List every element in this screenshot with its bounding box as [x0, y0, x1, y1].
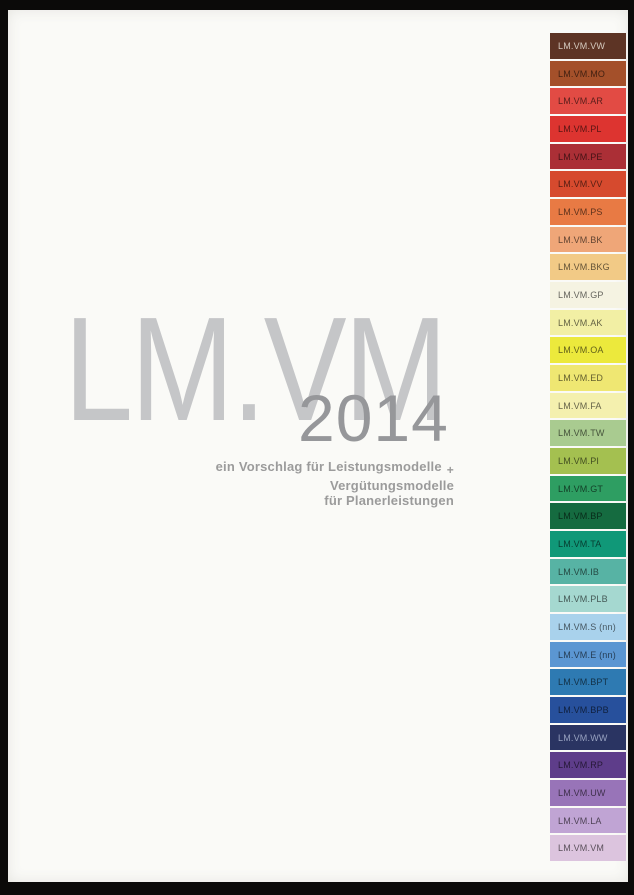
palette-band: LM.VM.PL — [550, 116, 626, 142]
palette-band: LM.VM.OA — [550, 337, 626, 364]
cover-page: LM.VM 2014 ein Vorschlag für Leistungsmo… — [8, 10, 628, 882]
palette-band: LM.VM.TA — [550, 531, 626, 557]
subtitle-line-2: für Planerleistungen — [324, 493, 454, 508]
cover-year: 2014 — [298, 381, 449, 455]
palette-strip: LM.VM.VW LM.VM.MO LM.VM.AR LM.VM.PL LM.VM.PE… — [550, 33, 626, 862]
palette-band: LM.VM.LA — [550, 807, 626, 834]
palette-band: LM.VM.VW — [550, 33, 626, 59]
palette-band: LM.VM.BPB — [550, 697, 626, 723]
subtitle-line1-post: Vergütungsmodelle — [329, 478, 454, 493]
palette-band: LM.VM.VM — [550, 835, 626, 862]
subtitle-line1-pre: ein Vorschlag für Leistungsmodelle — [215, 459, 442, 474]
palette-band: LM.VM.S (nn) — [550, 614, 626, 640]
palette-band: LM.VM.E (nn) — [550, 641, 626, 668]
palette-band: LM.VM.BPT — [550, 669, 626, 696]
palette-band: LM.VM.PI — [550, 448, 626, 474]
palette-band: LM.VM.PE — [550, 143, 626, 170]
palette-band: LM.VM.BK — [550, 226, 626, 253]
palette-band: LM.VM.PLB — [550, 586, 626, 613]
cover-subtitle: ein Vorschlag für Leistungsmodelle +Vergü… — [106, 459, 454, 508]
palette-band: LM.VM.PS — [550, 199, 626, 225]
plus-sign: + — [446, 463, 454, 477]
subtitle-line-1: ein Vorschlag für Leistungsmodelle +Vergü… — [106, 459, 454, 493]
palette-band: LM.VM.BP — [550, 503, 626, 530]
palette-band: LM.VM.TW — [550, 420, 626, 447]
palette-band: LM.VM.ED — [550, 365, 626, 391]
palette-band: LM.VM.WW — [550, 724, 626, 751]
palette-band: LM.VM.FA — [550, 392, 626, 419]
palette-band: LM.VM.IB — [550, 558, 626, 585]
palette-band: LM.VM.AK — [550, 309, 626, 336]
cover-title: LM.VM — [64, 287, 448, 452]
palette-band: LM.VM.MO — [550, 60, 626, 87]
palette-band: LM.VM.GP — [550, 282, 626, 308]
palette-band: LM.VM.GT — [550, 475, 626, 502]
palette-band: LM.VM.VV — [550, 171, 626, 198]
palette-band: LM.VM.UW — [550, 780, 626, 806]
palette-band: LM.VM.AR — [550, 88, 626, 115]
palette-band: LM.VM.BKG — [550, 254, 626, 281]
palette-band: LM.VM.RP — [550, 752, 626, 779]
